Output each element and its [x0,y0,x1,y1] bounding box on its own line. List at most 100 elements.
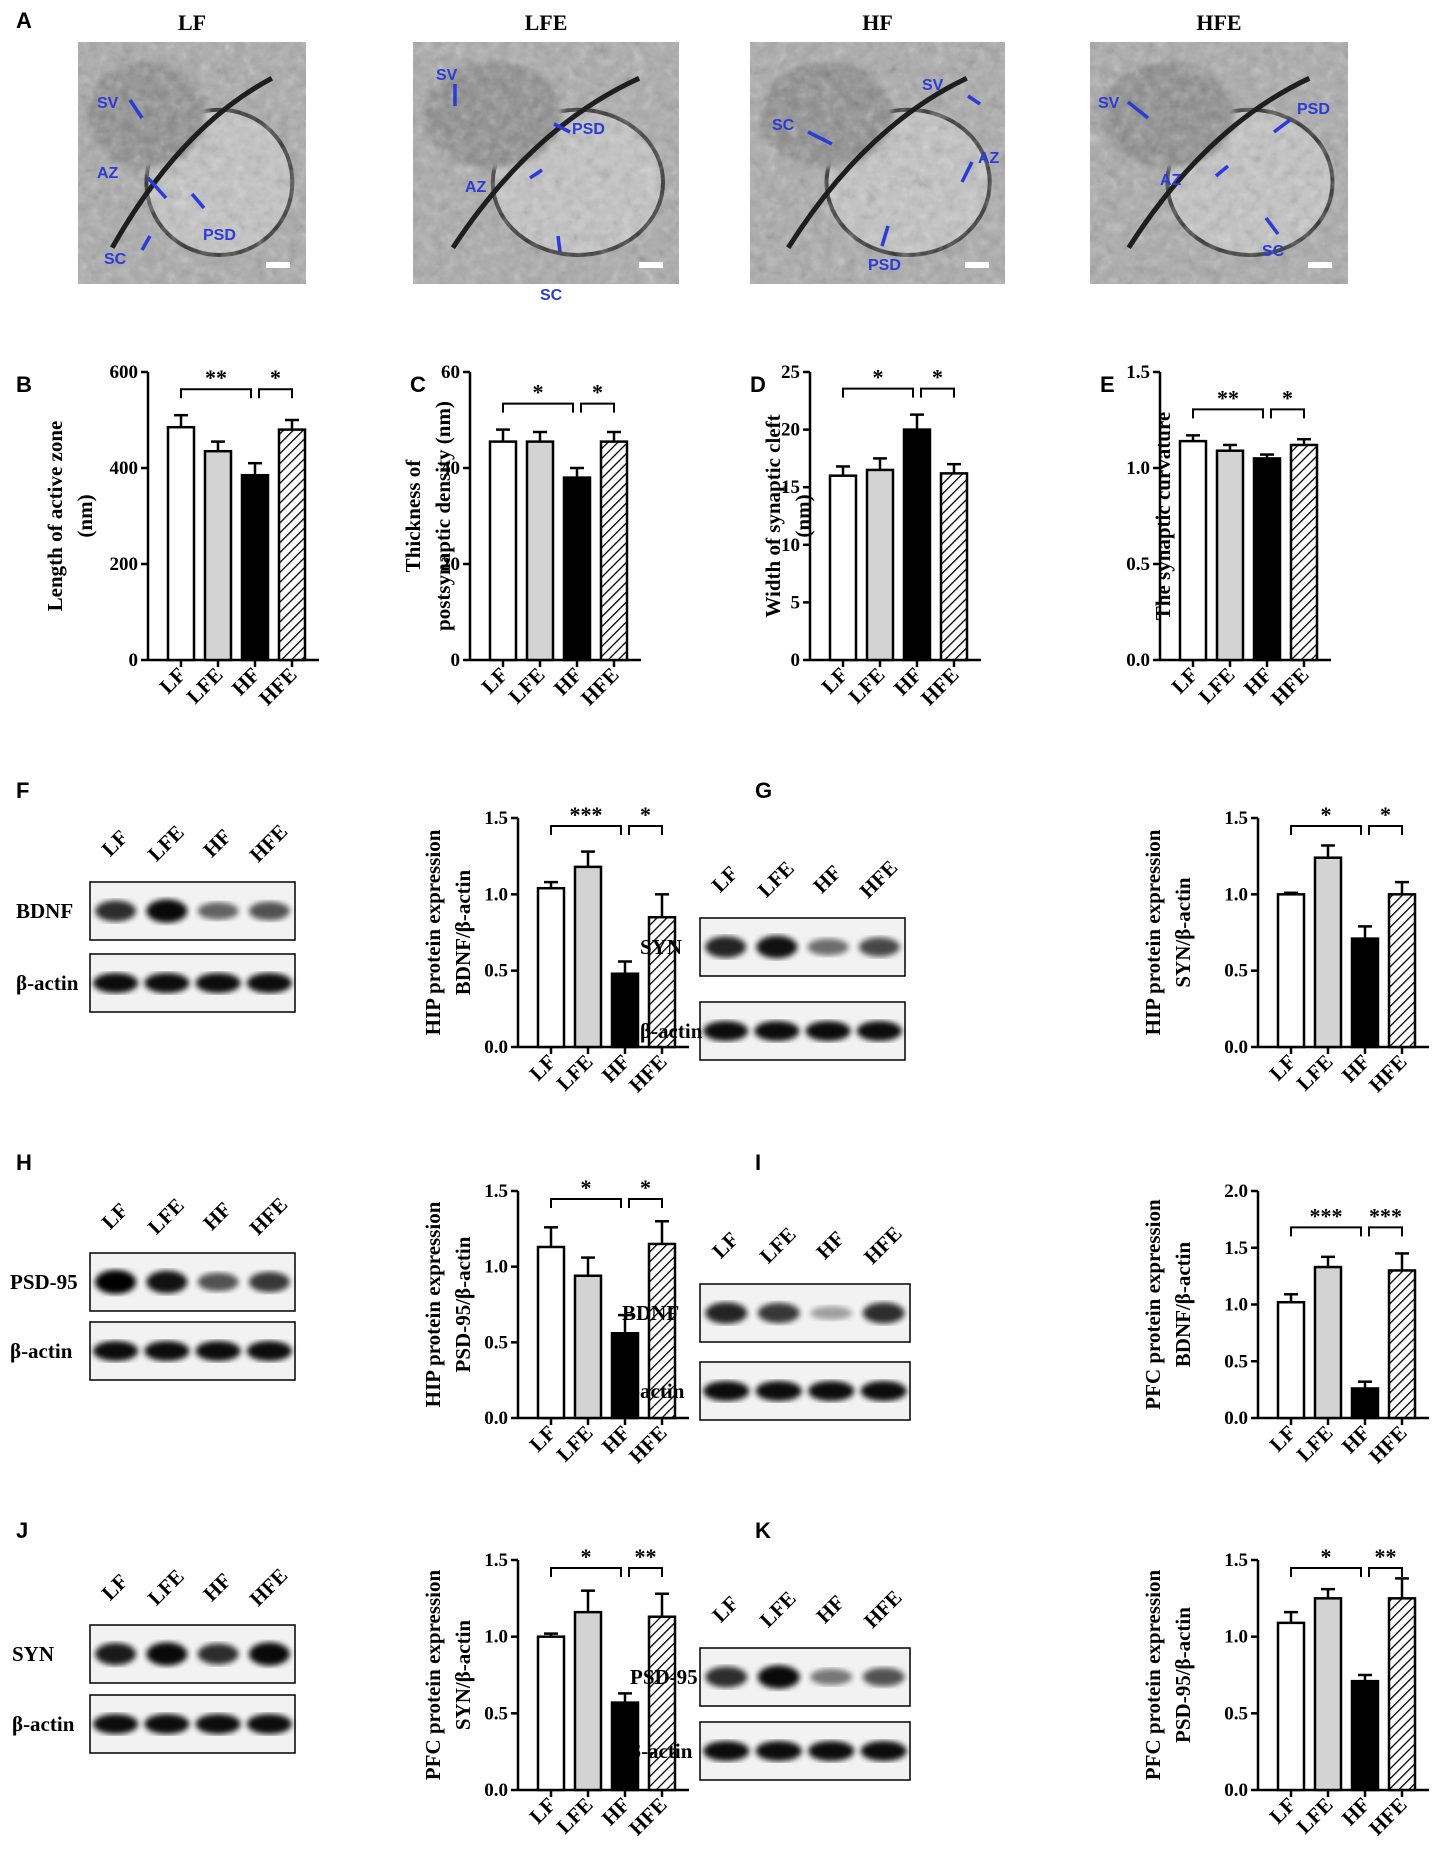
bar-chart-i: 0.0 0.5 1.0 1.5 2.0 PFC protein expression BDN… [1141,1181,1429,1468]
bar-chart-k: 0.0 0.5 1.0 1.5 PFC protein expression PSD-95… [1141,1544,1429,1840]
bar-lf [536,886,566,1049]
loading-band [93,1714,139,1734]
target-protein-label: SYN [640,935,682,959]
target-band [862,1302,905,1324]
y-tick-label: 1.0 [1126,458,1150,479]
y-axis-label: (nm) [73,494,97,537]
em-title: HFE [1196,10,1241,35]
bar-hf [1350,937,1380,1049]
loading-band [93,973,139,993]
loading-control-label: β-actin [630,1739,693,1763]
em-arrow [880,225,890,247]
target-band [95,1642,137,1666]
bar-lf [1276,1300,1306,1420]
em-arrow [1264,216,1280,236]
loading-band [144,973,190,993]
western-blot-h: LF LFE HF HFE PSD-95 β-actin [10,1192,296,1381]
lane-label: HF [198,824,236,862]
target-band [146,1270,188,1294]
em-label-az: AZ [978,150,1000,167]
target-band [197,1272,239,1292]
target-band [757,1665,800,1689]
x-tick-label: HFE [1364,1793,1411,1840]
em-images: LF SV AZ PSD SC LFE SV PSD AZ SC HF SV SC AZ PSD HFE SV P… [78,10,1348,304]
em-label-psd: PSD [572,121,605,138]
target-band [95,1270,137,1294]
loading-band [805,1021,851,1041]
significance-bracket [1368,1567,1403,1577]
loading-control-label: β-actin [16,971,79,995]
bar-lfe [525,440,555,662]
bar-lfe [1313,1597,1343,1792]
bar-hf [1350,1679,1380,1792]
y-axis-label: PSD-95/β-actin [1171,1607,1195,1743]
panel-letter-E: E [1100,372,1115,397]
em-arrow [960,161,974,183]
significance-label: * [932,365,943,390]
significance-label: * [592,380,603,405]
x-tick-label: HFE [1266,663,1313,710]
bar-lfe [1313,856,1343,1049]
bar-lf [488,440,518,662]
y-tick-label: 10 [781,535,800,556]
panel-letter-H: H [16,1150,32,1175]
y-tick-label: 0.5 [484,1332,508,1353]
significance-label: * [640,1175,651,1200]
panel-letter-F: F [16,778,29,803]
significance-label: ** [635,1544,657,1569]
significance-bracket [920,387,955,398]
significance-label: * [640,802,651,827]
lane-label: LF [707,1591,743,1627]
em-arrow [1272,118,1292,134]
lane-label: HFE [245,819,292,866]
y-tick-label: 0.0 [1224,1037,1248,1058]
x-tick-label: HFE [254,663,301,710]
significance-bracket [842,387,914,398]
em-arrow [140,235,152,251]
em-panel-hfe: HFE SV PSD AZ SC [1090,10,1348,284]
em-arrow [807,130,833,146]
target-protein-label: PSD-95 [630,1665,698,1689]
loading-band [246,973,292,993]
scale-bar [266,262,290,268]
target-band [705,936,747,958]
loading-band [860,1381,907,1401]
y-tick-label: 0.5 [1224,961,1248,982]
lane-label: HF [812,1226,850,1264]
target-band [248,1642,290,1666]
x-tick-label: LFE [552,1421,598,1467]
western-blot-i: LF LFE HF HFE BDNF β-actin [622,1221,911,1421]
lane-label: LF [707,1227,743,1263]
target-band [197,1643,239,1665]
y-tick-label: 1.0 [1224,884,1248,905]
lane-label: LFE [755,1586,801,1632]
y-tick-label: 0.0 [484,1780,508,1801]
y-tick-label: 1.0 [484,884,508,905]
em-label-sc: SC [540,287,563,304]
y-axis-label: The synaptic curvature [1151,412,1175,620]
x-tick-label: LFE [1292,1793,1338,1839]
em-label-sv: SV [1098,95,1120,112]
bar-hfe [1387,1269,1417,1420]
bar-lfe [573,1610,603,1792]
x-tick-label: HFE [624,1050,671,1097]
bar-lfe [573,1274,603,1420]
significance-bracket [580,402,615,413]
bar-hf [1252,457,1282,662]
bar-hfe [1387,893,1417,1049]
significance-bracket [550,825,622,835]
bar-hf [902,428,932,662]
y-tick-label: 1.0 [484,1257,508,1278]
target-band [862,1667,905,1687]
y-tick-label: 1.5 [1224,1550,1248,1571]
significance-bracket [1368,1226,1403,1237]
scale-bar [639,262,663,268]
lane-label: HFE [859,1221,906,1268]
y-tick-label: 0.5 [484,961,508,982]
y-tick-label: 0.0 [1224,1780,1248,1801]
panel-letter-D: D [750,372,766,397]
em-arrow [128,99,144,119]
em-label-az: AZ [465,179,487,196]
